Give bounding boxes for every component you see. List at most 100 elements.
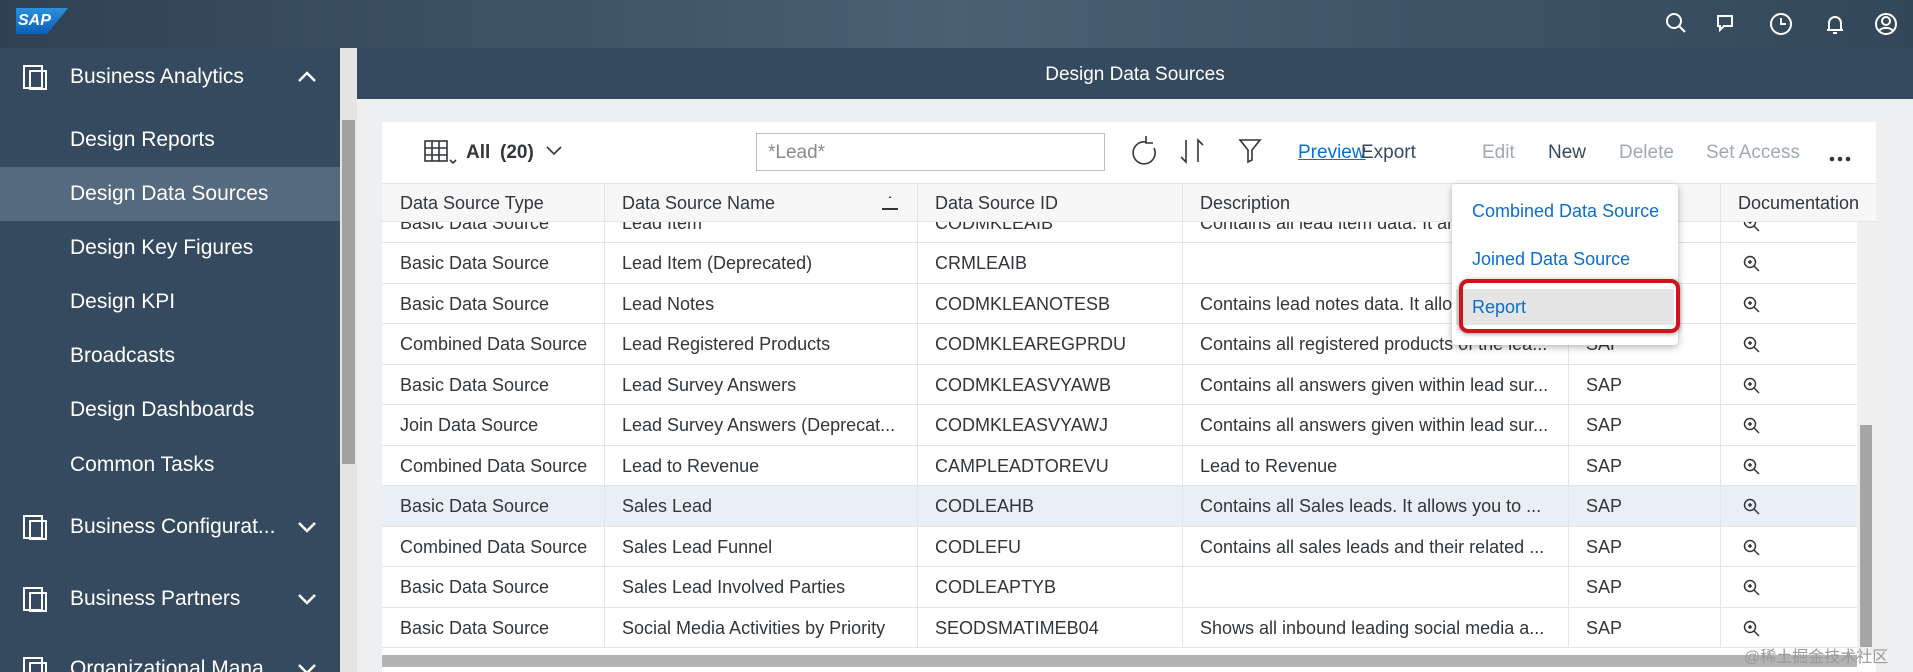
- table-cell: Lead Registered Products: [622, 334, 831, 354]
- table-cell: CODMKLEASVYAWJ: [935, 415, 1109, 435]
- toolbar-action[interactable]: Set Access: [1706, 142, 1800, 163]
- cell-divider: [917, 607, 918, 648]
- top-bar: SAP: [0, 0, 1913, 48]
- nav-item[interactable]: Design Data Sources: [70, 182, 269, 205]
- expand-icon[interactable]: [295, 69, 319, 85]
- menu-item[interactable]: Combined Data Source: [1472, 201, 1660, 221]
- cell-divider: [1182, 567, 1183, 607]
- table-cell: Contains all Sales leads. It allows you …: [1200, 496, 1542, 516]
- cell-divider: [1720, 445, 1721, 486]
- cell-divider: [604, 445, 605, 486]
- table-row[interactable]: Join Data Source Lead Survey Answers (Dep…: [382, 405, 1857, 446]
- cell-divider: [604, 364, 605, 405]
- cell-divider: [917, 222, 918, 243]
- column-header[interactable]: Data Source Name: [622, 193, 776, 213]
- cell-divider: [917, 243, 918, 283]
- expand-icon[interactable]: [295, 591, 319, 607]
- group-icon: [23, 515, 47, 540]
- table-cell: Contains all answers given within lead s…: [1200, 415, 1549, 435]
- nav-item[interactable]: Design Key Figures: [70, 236, 254, 259]
- doc-icon[interactable]: [1742, 619, 1762, 639]
- doc-icon[interactable]: [1742, 497, 1762, 517]
- cell-divider: [604, 324, 605, 364]
- sidebar-scrollbar[interactable]: [340, 48, 357, 672]
- doc-icon[interactable]: [1742, 254, 1762, 274]
- cell-divider: [1182, 405, 1183, 445]
- group-icon: [23, 587, 47, 612]
- logo-text: SAP: [18, 12, 51, 29]
- doc-icon[interactable]: [1742, 335, 1762, 355]
- cell-divider: [917, 486, 918, 526]
- nav-selected: [0, 167, 340, 221]
- column-header[interactable]: Data Source ID: [935, 193, 1059, 213]
- shell-icons: [1666, 13, 1897, 35]
- table-row[interactable]: Basic Data Source Social Media Activities…: [382, 607, 1857, 648]
- cell-divider: [1568, 607, 1569, 648]
- column-header[interactable]: Documentation: [1738, 193, 1860, 213]
- toolbar-action[interactable]: Edit: [1482, 142, 1515, 163]
- cell-divider: [917, 445, 918, 486]
- nav-item[interactable]: Broadcasts: [70, 344, 176, 367]
- nav-group[interactable]: Business Analytics: [70, 65, 244, 88]
- nav-group[interactable]: Business Configurat...: [70, 515, 276, 538]
- nav-group[interactable]: Business Partners: [70, 587, 241, 610]
- table-cell: CODMKLEAIB: [935, 222, 1054, 233]
- cell-divider: [1720, 607, 1721, 648]
- search-input[interactable]: *Lead*: [768, 142, 826, 163]
- cell-divider: [604, 283, 605, 324]
- table-cell: Lead to Revenue: [622, 455, 760, 476]
- column-header[interactable]: Description: [1200, 193, 1291, 213]
- column-divider: [1720, 183, 1721, 222]
- nav-item[interactable]: Design KPI: [70, 290, 176, 313]
- toolbar-action[interactable]: Preview: [1298, 142, 1366, 163]
- column-divider: [917, 183, 918, 222]
- cell-divider: [1568, 405, 1569, 445]
- nav-group[interactable]: Organizational Mana...: [70, 657, 282, 672]
- sidebar: Business Analytics Design Reports Design D…: [0, 48, 340, 672]
- search-box[interactable]: [756, 133, 1105, 171]
- table-cell: Sales Lead: [622, 496, 713, 516]
- cell-divider: [604, 607, 605, 648]
- table-cell: Basic Data Source: [400, 293, 550, 314]
- cell-divider: [1182, 486, 1183, 526]
- doc-icon[interactable]: [1742, 578, 1762, 598]
- cell-divider: [1720, 526, 1721, 567]
- doc-icon[interactable]: [1742, 416, 1762, 436]
- group-icon: [23, 657, 47, 672]
- doc-icon[interactable]: [1742, 222, 1762, 234]
- expand-icon[interactable]: [295, 519, 319, 535]
- cell-divider: [917, 324, 918, 364]
- nav-item[interactable]: Design Reports: [70, 128, 215, 151]
- table-cell: CAMPLEADTOREVU: [935, 455, 1109, 476]
- doc-icon[interactable]: [1742, 376, 1762, 396]
- menu-item[interactable]: Report: [1472, 297, 1527, 317]
- cell-divider: [1720, 405, 1721, 445]
- table-row[interactable]: Basic Data Source Sales Lead CODLEAHB Conta…: [382, 486, 1857, 527]
- table-cell: Basic Data Source: [400, 253, 550, 273]
- table-cell: Contains all sales leads and their relat…: [1200, 536, 1545, 557]
- menu-item[interactable]: Joined Data Source: [1472, 249, 1631, 269]
- doc-icon[interactable]: [1742, 295, 1762, 315]
- table-row[interactable]: Combined Data Source Lead to Revenue CAMPL…: [382, 445, 1857, 486]
- nav-item[interactable]: Design Dashboards: [70, 398, 255, 421]
- cell-divider: [604, 486, 605, 526]
- menu-item-bg: [1456, 289, 1674, 325]
- doc-icon[interactable]: [1742, 457, 1762, 477]
- table-row[interactable]: Basic Data Source Sales Lead Involved Par…: [382, 567, 1857, 608]
- table-cell: Combined Data Source: [400, 536, 588, 557]
- toolbar-action[interactable]: New: [1548, 142, 1587, 163]
- column-header[interactable]: Data Source Type: [400, 193, 544, 213]
- table-row[interactable]: Basic Data Source Lead Survey Answers CODM…: [382, 364, 1857, 405]
- highlight-box: [1459, 279, 1680, 333]
- doc-icon[interactable]: [1742, 538, 1762, 558]
- toolbar-action[interactable]: Export: [1361, 142, 1416, 163]
- h-scrollbar[interactable]: [382, 655, 1857, 667]
- cell-divider: [917, 567, 918, 607]
- toolbar-action[interactable]: Delete: [1619, 142, 1674, 163]
- expand-icon[interactable]: [295, 661, 319, 672]
- filter-label[interactable]: All: [466, 142, 491, 163]
- nav-item[interactable]: Common Tasks: [70, 453, 215, 476]
- cell-divider: [1720, 222, 1721, 243]
- table-row[interactable]: Combined Data Source Sales Lead Funnel COD…: [382, 526, 1857, 567]
- sort-icon[interactable]: [882, 196, 898, 210]
